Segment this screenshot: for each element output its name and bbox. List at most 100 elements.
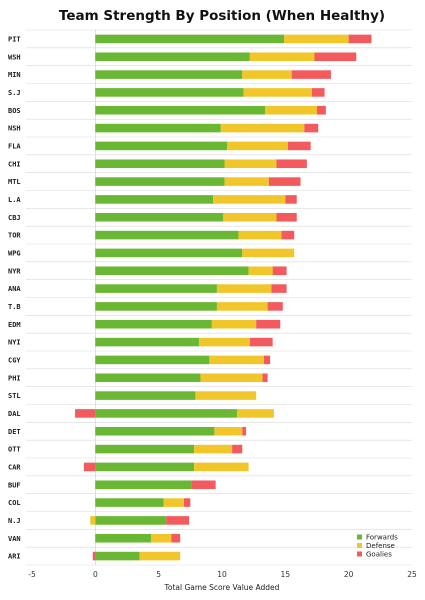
category-label: NSH — [8, 125, 21, 133]
category-label: DAL — [8, 410, 21, 418]
bar-forwards-pit — [95, 34, 285, 44]
category-label: PIT — [8, 35, 21, 43]
bar-forwards-nj — [95, 516, 167, 525]
bar-forwards-edm — [95, 319, 212, 329]
bar-goalies-fla — [287, 141, 311, 151]
bar-forwards-buf — [95, 480, 192, 490]
category-labels: PIT WSH MIN S.J BOS NSH FLA CHI MTL L.A CBJ TOR WPG N… — [8, 35, 21, 560]
bar-forwards-dal — [95, 409, 238, 418]
bar-goalies-nyi — [249, 337, 273, 347]
category-label: DET — [8, 428, 21, 436]
bar-forwards-cgy — [95, 355, 210, 365]
bar-goalies-mtl — [268, 177, 301, 186]
bar-forwards-tb — [95, 302, 217, 311]
bar-defense-cbj — [223, 212, 277, 222]
bar-goalies-nj — [166, 516, 190, 525]
category-label: S.J — [8, 89, 21, 97]
category-label: T.B — [8, 303, 21, 311]
bar-forwards-bos — [95, 105, 266, 115]
x-tick-label: -5 — [28, 570, 36, 579]
bar-defense-nj — [90, 516, 96, 525]
bar-goalies-bos — [317, 105, 326, 115]
category-label: CAR — [8, 463, 21, 471]
legend-label-defense: Defense — [366, 542, 395, 550]
bar-goalies-ott — [232, 444, 243, 454]
bar-defense-sj — [243, 88, 312, 97]
bar-forwards-chi — [95, 159, 225, 169]
bar-defense-chi — [224, 159, 277, 169]
bar-goalies-car — [83, 462, 96, 472]
bar-defense-wpg — [242, 248, 295, 258]
category-label: PHI — [8, 374, 21, 382]
bar-goalies-det — [242, 426, 247, 436]
category-label: COL — [8, 499, 21, 507]
bar-goalies-dal — [75, 409, 96, 418]
category-label: VAN — [8, 535, 21, 543]
bar-forwards-col — [95, 498, 164, 507]
category-label: MTL — [8, 178, 21, 186]
bar-defense-nyr — [248, 266, 273, 276]
category-label: WPG — [8, 249, 21, 257]
bar-defense-fla — [227, 141, 288, 151]
bar-defense-wsh — [249, 52, 315, 62]
category-label: BUF — [8, 481, 21, 489]
legend-swatch-defense — [357, 543, 362, 548]
bar-forwards-wpg — [95, 248, 243, 258]
bar-forwards-la — [95, 195, 214, 204]
bar-goalies-ari — [92, 551, 96, 561]
bar-goalies-cgy — [263, 355, 271, 365]
bar-defense-tb — [216, 302, 268, 311]
chart-title: Team Strength By Position (When Healthy) — [59, 8, 385, 24]
bar-forwards-nyi — [95, 337, 200, 347]
bar-goalies-sj — [311, 88, 325, 97]
bar-defense-la — [213, 195, 286, 204]
category-label: FLA — [8, 142, 21, 150]
bar-goalies-min — [291, 70, 331, 79]
bar-forwards-ana — [95, 284, 217, 293]
x-tick-label: 10 — [217, 570, 227, 579]
category-label: STL — [8, 392, 21, 400]
row-lines — [26, 29, 412, 566]
bar-forwards-ari — [95, 551, 140, 561]
legend-swatch-goalies — [357, 551, 362, 557]
bar-defense-edm — [211, 319, 257, 329]
x-axis: -5 0 5 10 15 20 25 — [28, 570, 417, 579]
bar-forwards-wsh — [95, 52, 250, 62]
x-tick-label: 0 — [93, 570, 98, 579]
bar-forwards-fla — [95, 141, 228, 151]
bar-forwards-tor — [95, 230, 239, 240]
x-axis-label: Total Game Score Value Added — [164, 583, 280, 592]
bar-goalies-tb — [267, 302, 283, 311]
bar-defense-nyi — [199, 337, 250, 347]
bar-defense-min — [242, 70, 292, 79]
legend-label-forwards: Forwards — [366, 534, 398, 542]
x-tick-label: 20 — [344, 570, 354, 579]
bar-goalies-nsh — [304, 123, 319, 133]
bar-goalies-van — [171, 533, 181, 543]
category-label: BOS — [8, 107, 21, 115]
bar-defense-pit — [284, 34, 349, 44]
category-label: MIN — [8, 71, 21, 79]
bar-goalies-tor — [281, 230, 295, 240]
bar-defense-det — [214, 426, 243, 436]
bar-goalies-chi — [276, 159, 307, 169]
legend-swatch-forwards — [357, 534, 362, 540]
bar-defense-ana — [216, 284, 272, 293]
bar-goalies-phi — [262, 373, 268, 383]
legend-label-goalies: Goalies — [366, 551, 392, 559]
bar-goalies-pit — [348, 34, 372, 44]
x-tick-label: 5 — [156, 570, 161, 579]
category-label: NYR — [8, 267, 21, 275]
bar-defense-ott — [194, 444, 233, 454]
bar-forwards-nyr — [95, 266, 249, 276]
bar-forwards-nsh — [95, 123, 221, 133]
category-label: CGY — [8, 356, 21, 364]
bar-forwards-ott — [95, 444, 195, 454]
bar-goalies-la — [285, 195, 297, 204]
bar-forwards-stl — [95, 391, 196, 400]
bar-forwards-det — [95, 426, 215, 436]
bar-defense-dal — [237, 409, 274, 418]
bar-defense-tor — [238, 230, 282, 240]
